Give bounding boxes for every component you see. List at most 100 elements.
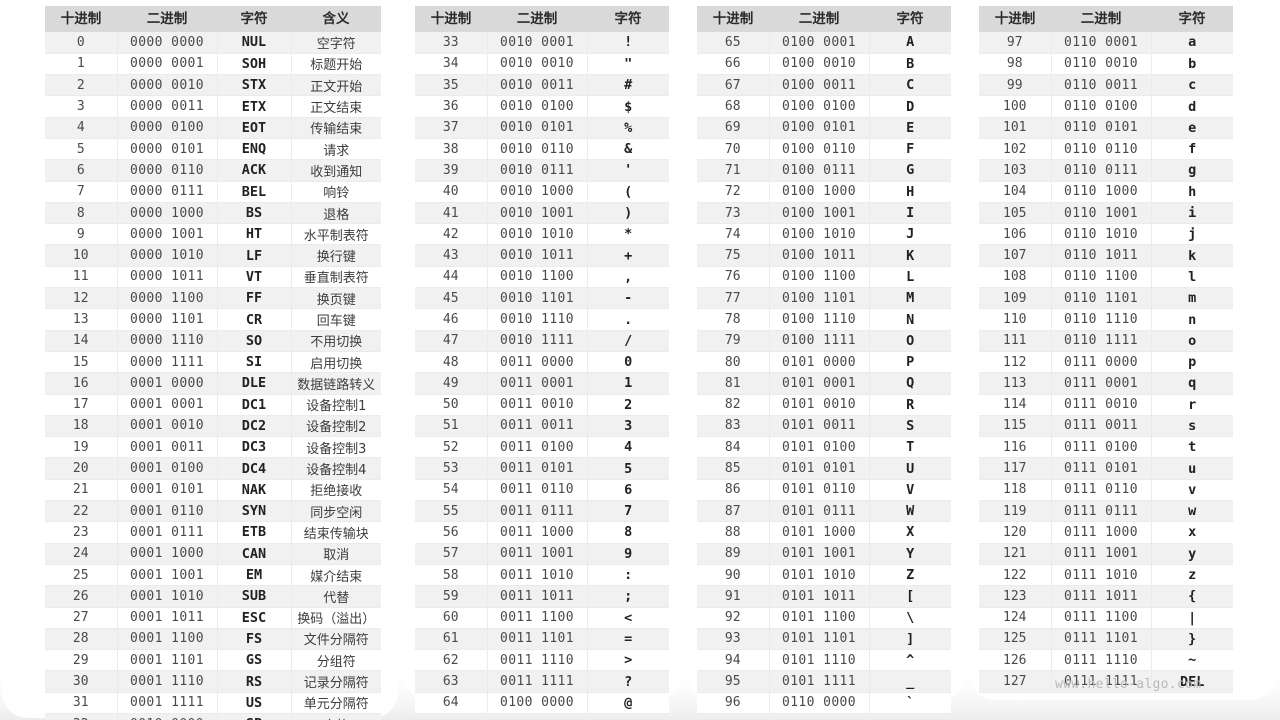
cell-character: j [1151,223,1233,246]
table-row: 50 0011 0010 2 [415,394,669,416]
cell-binary: 0000 0100 [117,117,218,139]
cell-binary: 0101 0110 [769,479,870,502]
table-row: 19 0001 0011 DC3 设备控制3 [45,436,381,459]
table-row: 100 0110 0100 d [979,95,1233,118]
cell-character: N [869,308,951,331]
cell-decimal: 23 [45,521,118,544]
cell-character: DLE [217,372,292,395]
cell-binary: 0101 1001 [769,543,870,565]
cell-meaning: 媒介结束 [291,564,381,587]
cell-binary: 0101 1110 [769,649,870,672]
cell-character: * [587,223,669,246]
cell-character: m [1151,287,1233,310]
table-row: 12 0000 1100 FF 换页键 [45,287,381,310]
cell-binary: 0011 1010 [487,564,588,587]
cell-binary: 0101 0011 [769,415,870,438]
cell-decimal: 93 [697,628,770,651]
cell-decimal: 45 [415,287,488,310]
cell-meaning: 空字符 [291,32,381,54]
cell-binary: 0000 0000 [117,32,218,54]
cell-decimal: 53 [415,457,488,480]
cell-binary: 0111 1101 [1051,628,1152,651]
cell-decimal: 25 [45,564,118,587]
table-row: 63 0011 1111? [415,670,669,693]
column-header-dec: 十进制 [45,6,117,32]
cell-binary: 0001 0110 [117,500,218,523]
table-row: 57 0011 1001 9 [415,543,669,565]
cell-decimal: 41 [415,202,488,225]
cell-decimal: 97 [979,32,1052,54]
cell-binary: 0011 0011 [487,415,588,438]
cell-decimal: 70 [697,138,770,161]
cell-binary: 0010 1010 [487,223,588,246]
cell-character: 8 [587,521,669,544]
cell-decimal: 116 [979,436,1052,459]
cell-binary: 0010 0011 [487,74,588,97]
cell-meaning: 同步空闲 [291,500,381,523]
cell-decimal: 58 [415,564,488,587]
cell-binary: 0011 1101 [487,628,588,651]
table-row: 44 0010 1100, [415,266,669,289]
cell-character: ! [587,32,669,54]
cell-binary: 0100 1001 [769,202,870,225]
cell-meaning: 结束传输块 [291,521,381,544]
cell-binary: 0001 0100 [117,457,218,480]
cell-character: U [869,457,951,480]
cell-binary: 0110 0101 [1051,117,1152,139]
cell-binary: 0011 0000 [487,351,588,374]
cell-character: SYN [217,500,292,523]
cell-binary: 0111 0010 [1051,394,1152,416]
cell-binary: 0010 1000 [487,181,588,203]
cell-character: 3 [587,415,669,438]
cell-binary: 0100 0011 [769,74,870,97]
cell-character: } [1151,628,1233,651]
table-row: 80 0101 0000 P [697,351,951,374]
table-row: 47 0010 1111/ [415,330,669,352]
cell-binary: 0000 1111 [117,351,218,374]
cell-binary: 0111 0110 [1051,479,1152,502]
cell-character: h [1151,181,1233,203]
cell-character: DEL [1151,670,1233,693]
table-row: 14 0000 1110 SO 不用切换 [45,330,381,352]
cell-decimal: 36 [415,95,488,118]
table-row: 59 0011 1011; [415,585,669,608]
cell-binary: 0011 1001 [487,543,588,565]
cell-character: D [869,95,951,118]
cell-character: c [1151,74,1233,97]
cell-decimal: 103 [979,159,1052,182]
cell-decimal: 82 [697,394,770,416]
table-row: 90 0101 1010 Z [697,564,951,587]
cell-decimal: 92 [697,607,770,629]
table-row: 23 0001 0111 ETB 结束传输块 [45,521,381,544]
cell-binary: 0111 1000 [1051,521,1152,544]
cell-character: & [587,138,669,161]
cell-binary: 0100 1010 [769,223,870,246]
cell-character: C [869,74,951,97]
table-row: 85 0101 0101 U [697,457,951,480]
cell-binary: 0111 1001 [1051,543,1152,565]
cell-binary: 0000 1101 [117,308,218,331]
cell-binary: 0011 0101 [487,457,588,480]
cell-decimal: 29 [45,649,118,672]
cell-decimal: 61 [415,628,488,651]
cell-decimal: 121 [979,543,1052,565]
cell-decimal: 2 [45,74,118,97]
cell-binary: 0100 1111 [769,330,870,352]
cell-decimal: 108 [979,266,1052,289]
ascii-table-4: 十进制 二进制 字符 97 0110 0001 a 98 0110 0010 b 99 0110 0… [979,6,1233,693]
cell-character: HT [217,223,292,246]
cell-binary: 0010 1101 [487,287,588,310]
cell-decimal: 66 [697,53,770,76]
column-header-bin: 二进制 [769,6,869,32]
cell-binary: 0101 1010 [769,564,870,587]
table-row: 84 0101 0100 T [697,436,951,459]
cell-decimal: 54 [415,479,488,502]
table-row: 20 0001 0100 DC4 设备控制4 [45,457,381,480]
table-row: 24 0001 1000 CAN 取消 [45,543,381,565]
cell-meaning: 记录分隔符 [291,670,381,693]
table-row: 11 0000 1011 VT 垂直制表符 [45,266,381,289]
cell-binary: 0110 1001 [1051,202,1152,225]
cell-decimal: 119 [979,500,1052,523]
cell-character: US [217,692,292,715]
table-row: 115 0111 0011 s [979,415,1233,438]
